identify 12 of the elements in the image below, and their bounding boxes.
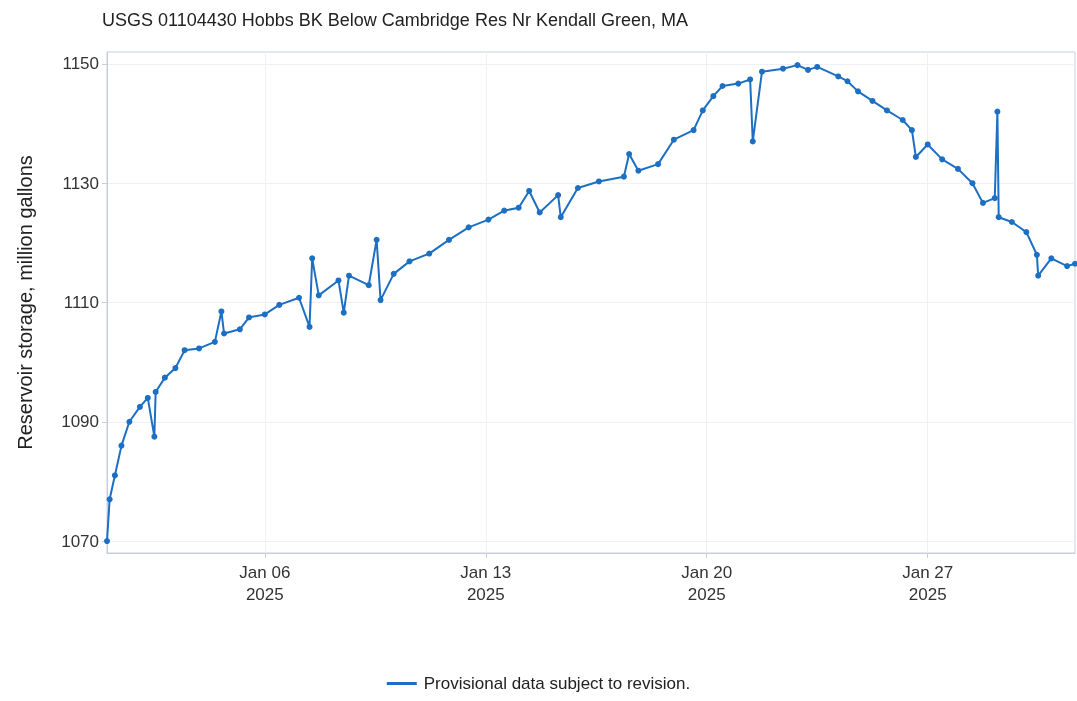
chart-title: USGS 01104430 Hobbs BK Below Cambridge Res Nr Kendall Green, MA [102,10,688,30]
y-tick-label: 1110 [63,293,99,312]
x-tick-label: Jan 13 2025 [460,562,512,604]
legend-label: Provisional data subject to revision. [423,674,691,693]
y-tick-label: 1070 [61,531,99,551]
y-tick-label: 1150 [62,54,99,74]
x-tick-label: Jan 20 2025 [681,562,733,604]
y-tick-label: 1130 [62,173,99,193]
y-tick-label: 1090 [61,412,99,432]
x-tick-label: Jan 27 2025 [902,562,954,604]
x-tick-label: Jan 06 2025 [239,562,291,604]
y-axis-title: Reservoir storage, million gallons [14,155,36,450]
